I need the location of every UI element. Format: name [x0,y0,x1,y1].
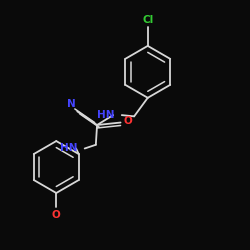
Text: O: O [52,210,61,220]
Text: O: O [123,116,132,126]
Text: HN: HN [60,143,77,153]
Text: N: N [67,99,76,109]
Text: Cl: Cl [142,15,153,25]
Text: HN: HN [97,110,114,120]
